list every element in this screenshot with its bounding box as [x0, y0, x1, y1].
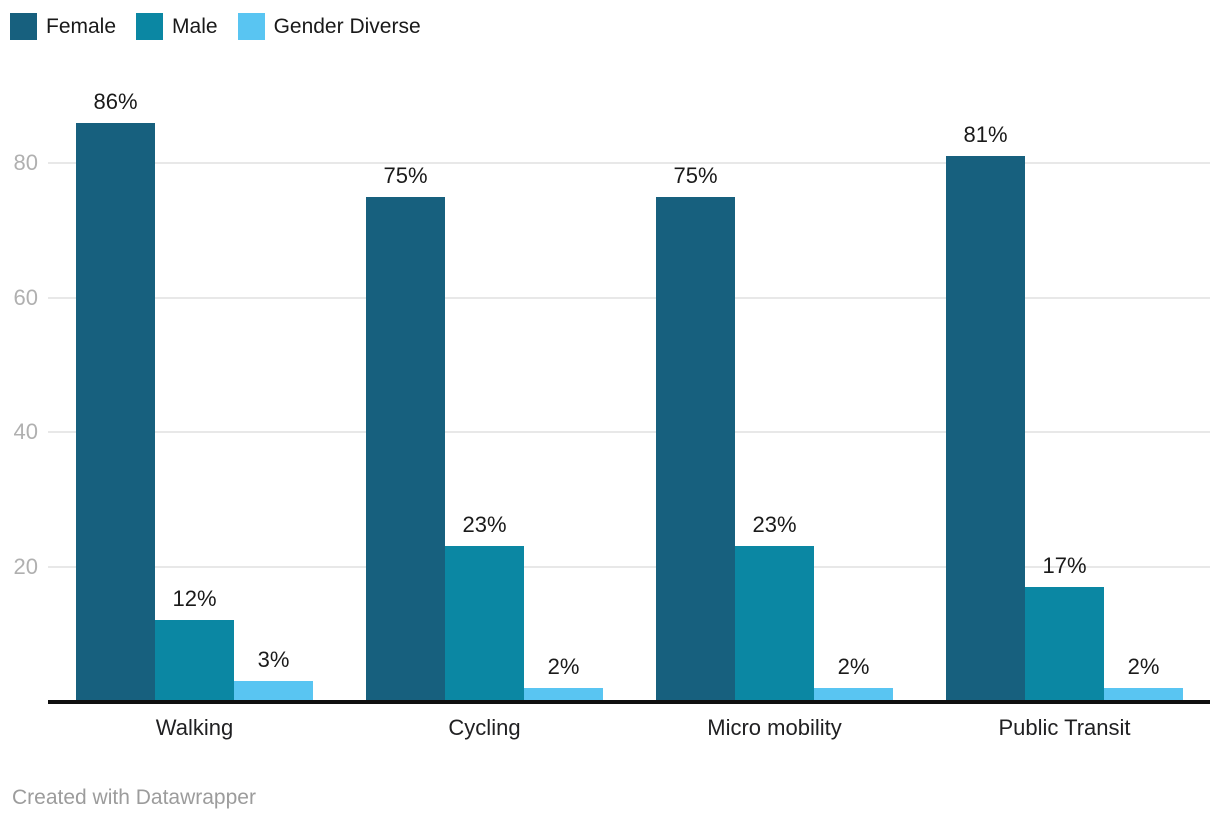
bar-male-micro-mobility	[735, 546, 814, 701]
bar-female-micro-mobility	[656, 196, 735, 701]
x-axis-label-cycling: Cycling	[448, 715, 521, 740]
value-label-female-walking: 86%	[93, 88, 138, 114]
bar-gender-diverse-micro-mobility	[814, 687, 893, 701]
bar-male-public-transit	[1025, 586, 1104, 701]
y-tick-label-60: 60	[13, 284, 38, 310]
bar-female-walking	[76, 122, 155, 701]
gridline-60	[48, 296, 1210, 299]
legend-item-female: Female	[10, 13, 116, 40]
bar-gender-diverse-public-transit	[1104, 687, 1183, 701]
value-label-gender-diverse-micro-mobility: 2%	[837, 653, 870, 679]
gridline-40	[48, 431, 1210, 433]
x-axis-line	[48, 700, 1210, 704]
bar-male-cycling	[445, 546, 524, 701]
value-label-gender-diverse-public-transit: 2%	[1127, 653, 1160, 679]
x-axis-label-walking: Walking	[155, 715, 234, 740]
value-label-female-public-transit: 81%	[963, 122, 1008, 148]
datawrapper-credit: Created with Datawrapper	[12, 786, 256, 809]
legend-swatch-icon	[136, 13, 164, 40]
x-axis-label-micro-mobility: Micro mobility	[707, 715, 842, 740]
value-label-female-cycling: 75%	[383, 162, 428, 188]
y-tick-label-40: 40	[13, 419, 38, 444]
legend-swatch-icon	[10, 13, 37, 40]
legend-label: Male	[172, 15, 218, 38]
legend-label: Female	[46, 15, 117, 38]
value-label-male-cycling: 23%	[462, 512, 507, 538]
value-label-male-public-transit: 17%	[1042, 552, 1087, 578]
bar-gender-diverse-cycling	[524, 687, 603, 701]
value-label-gender-diverse-walking: 3%	[257, 646, 290, 672]
value-label-gender-diverse-cycling: 2%	[547, 653, 580, 679]
bar-gender-diverse-walking	[234, 680, 313, 701]
value-label-female-micro-mobility: 75%	[673, 162, 718, 188]
legend-swatch-icon	[237, 13, 265, 40]
gridline-80	[48, 162, 1210, 164]
legend-item-gender-diverse: Gender Diverse	[237, 13, 421, 40]
legend-item-male: Male	[136, 13, 218, 40]
bar-male-walking	[155, 620, 234, 701]
y-tick-label-80: 80	[13, 150, 38, 175]
legend-label: Gender Diverse	[273, 15, 421, 38]
value-label-male-micro-mobility: 23%	[752, 512, 797, 538]
bar-female-cycling	[366, 196, 445, 701]
gridline-20	[48, 565, 1210, 568]
y-tick-label-20: 20	[13, 553, 38, 579]
bar-female-public-transit	[946, 156, 1025, 701]
legend: Female Male Gender Diverse	[10, 13, 421, 40]
x-axis-label-public-transit: Public Transit	[998, 715, 1131, 740]
value-label-male-walking: 12%	[172, 586, 217, 612]
